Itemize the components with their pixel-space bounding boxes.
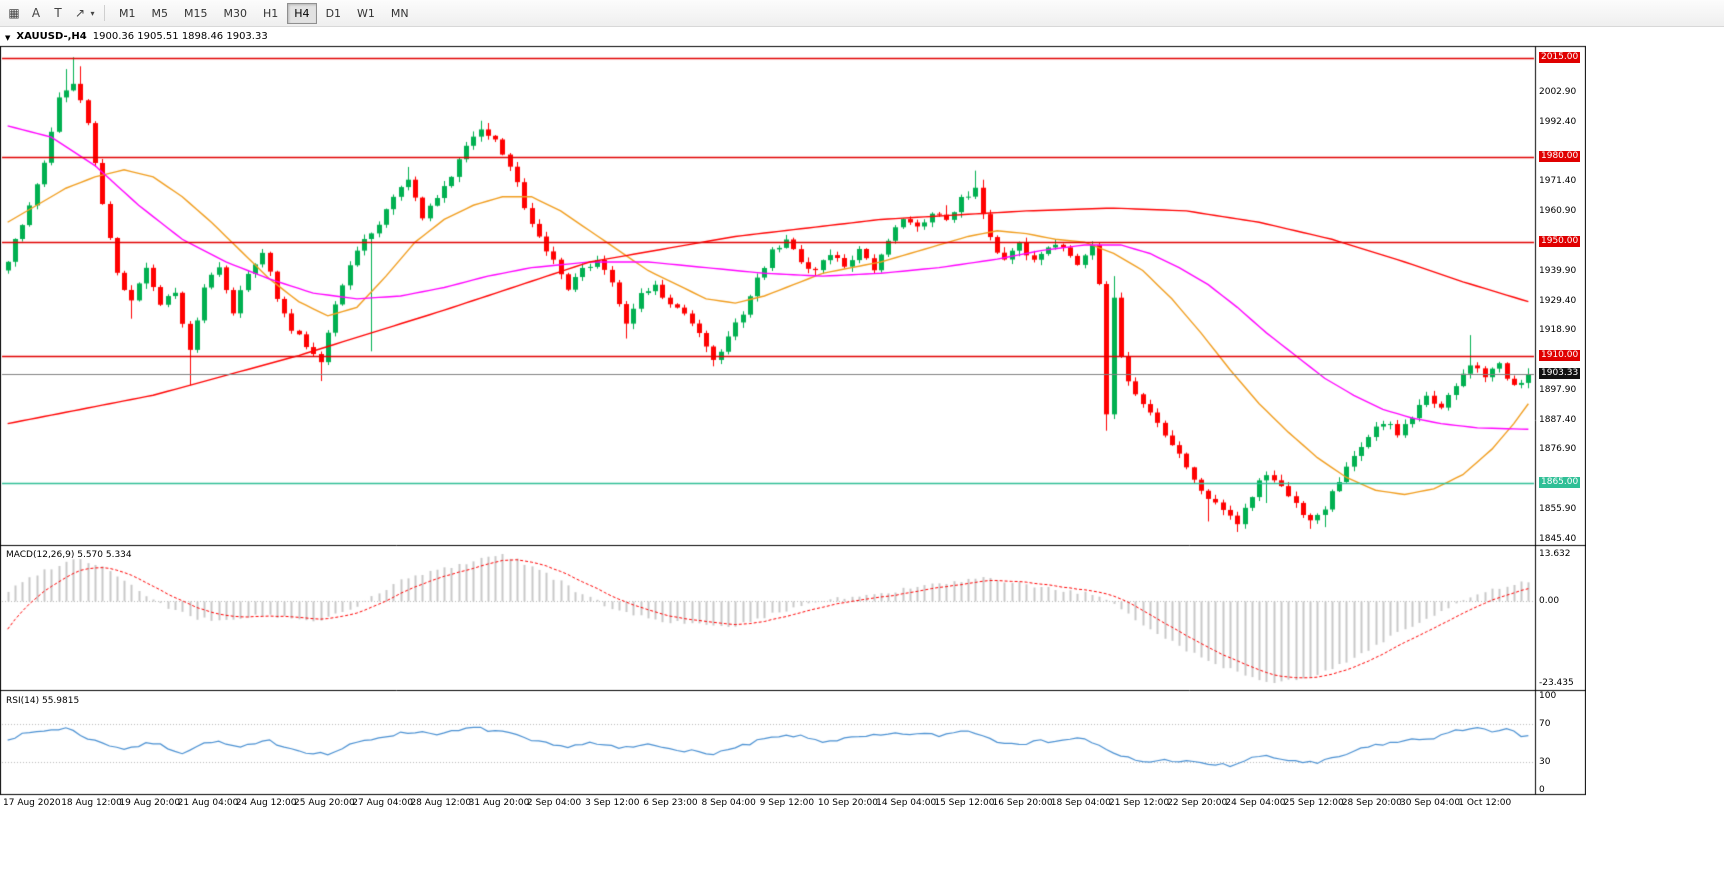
- macd-indicator-label: MACD(12,26,9) 5.570 5.334: [6, 550, 132, 560]
- tf-button-d1[interactable]: D1: [319, 3, 348, 24]
- trendline-tool-caret-icon[interactable]: ▾: [90, 8, 95, 18]
- chart-window: ▼ XAUUSD-,H4 1900.36 1905.51 1898.46 190…: [0, 27, 1586, 819]
- symbol-collapse-icon[interactable]: ▼: [5, 33, 11, 42]
- ohlc-readout: 1900.36 1905.51 1898.46 1903.33: [92, 31, 268, 42]
- timeframe-toolbar: M1 M5 M15 M30 H1 H4 D1 W1 MN: [111, 2, 417, 24]
- tf-button-m5[interactable]: M5: [145, 3, 176, 24]
- tf-button-h4[interactable]: H4: [287, 2, 317, 24]
- chart-tools-group: ▦ A T ↗ ▾: [3, 3, 98, 23]
- rsi-value: 55.9815: [41, 696, 80, 706]
- macd-name: MACD(12,26,9): [6, 550, 75, 560]
- annotate-a-tool[interactable]: A: [31, 6, 41, 20]
- macd-values: 5.570 5.334: [77, 550, 132, 560]
- chart-header: ▼ XAUUSD-,H4 1900.36 1905.51 1898.46 190…: [5, 31, 268, 42]
- tf-button-m15[interactable]: M15: [177, 3, 215, 24]
- toolbar-separator: [104, 5, 105, 21]
- trendline-tool-icon[interactable]: ↗: [74, 6, 86, 20]
- tf-button-m1[interactable]: M1: [112, 3, 143, 24]
- top-toolbar: ▦ A T ↗ ▾ M1 M5 M15 M30 H1 H4 D1 W1 MN: [0, 0, 1724, 27]
- tf-button-mn[interactable]: MN: [384, 3, 416, 24]
- rsi-name: RSI(14): [6, 696, 40, 706]
- symbol-label: XAUUSD-,H4: [16, 31, 87, 42]
- price-chart-canvas[interactable]: [0, 27, 1586, 819]
- chart-windows-icon[interactable]: ▦: [8, 6, 20, 20]
- text-tool[interactable]: T: [54, 6, 62, 20]
- tf-button-w1[interactable]: W1: [350, 3, 382, 24]
- tf-button-m30[interactable]: M30: [217, 3, 255, 24]
- tf-button-h1[interactable]: H1: [256, 3, 285, 24]
- rsi-indicator-label: RSI(14) 55.9815: [6, 696, 79, 706]
